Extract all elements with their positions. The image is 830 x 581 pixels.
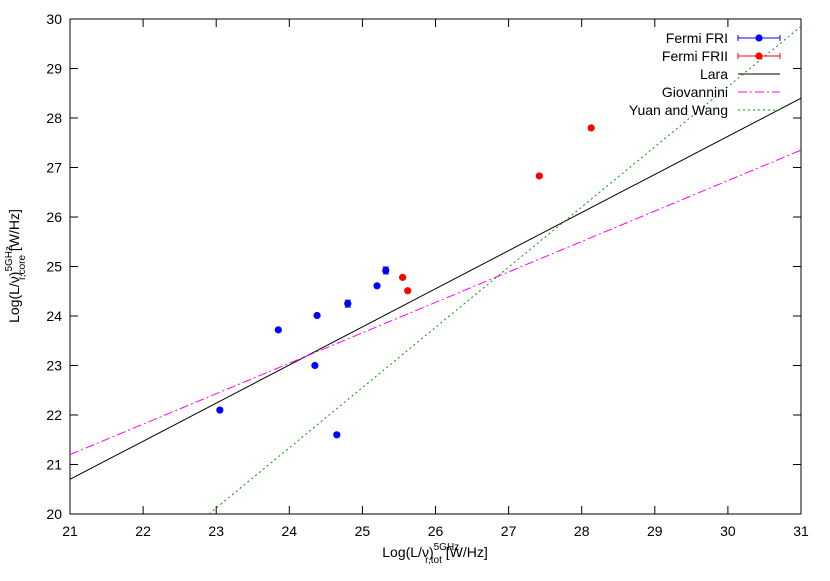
- data-point-series-0: [373, 282, 381, 290]
- data-point-series-1: [399, 273, 407, 281]
- legend-label: Fermi FRI: [666, 30, 728, 46]
- data-point-series-0: [344, 300, 352, 308]
- x-tick-label: 30: [720, 523, 736, 539]
- legend-swatch-marker: [755, 52, 763, 60]
- y-tick-label: 27: [46, 160, 62, 176]
- y-tick-label: 21: [46, 457, 62, 473]
- data-point-series-1: [404, 287, 412, 295]
- x-tick-label: 23: [208, 523, 224, 539]
- model-lines: [70, 26, 801, 514]
- y-tick-label: 25: [46, 259, 62, 275]
- x-tick-label: 29: [647, 523, 663, 539]
- y-tick-label: 20: [46, 506, 62, 522]
- data-point-series-0: [311, 361, 319, 370]
- x-tick-label: 24: [282, 523, 298, 539]
- x-tick-label: 26: [428, 523, 444, 539]
- legend-swatch-marker: [755, 34, 763, 42]
- data-point-series-0: [274, 326, 282, 334]
- x-axis-label: Log(L/ν)5GHz r,tot [W/Hz]: [382, 542, 488, 566]
- data-points: [216, 124, 595, 439]
- data-point-series-1: [535, 172, 543, 180]
- data-point-series-0: [382, 266, 390, 275]
- y-axis-tick-labels: 20 21 22 23 24 25 26 27 28 29 30: [46, 11, 62, 522]
- y-tick-label: 23: [46, 358, 62, 374]
- legend-label: Fermi FRII: [662, 48, 728, 64]
- series-line-3: [70, 149, 801, 456]
- y-tick-label: 22: [46, 407, 62, 423]
- legend-label: Giovannini: [662, 84, 728, 100]
- y-tick-label: 28: [46, 110, 62, 126]
- y-tick-label: 29: [46, 61, 62, 77]
- data-point-series-0: [313, 311, 321, 320]
- x-tick-label: 25: [355, 523, 371, 539]
- x-tick-label: 22: [135, 523, 151, 539]
- x-tick-label: 27: [501, 523, 517, 539]
- y-tick-label: 30: [46, 11, 62, 27]
- x-tick-label: 21: [62, 523, 78, 539]
- y-axis-label: Log(L/ν)5GHz r,core [W/Hz]: [4, 209, 28, 323]
- legend-label: Yuan and Wang: [629, 102, 728, 118]
- data-point-series-0: [216, 406, 224, 414]
- x-tick-label: 31: [793, 523, 809, 539]
- axis-ticks: [69, 18, 802, 515]
- x-tick-label: 28: [574, 523, 590, 539]
- data-point-series-1: [587, 124, 595, 132]
- series-line-2: [70, 97, 801, 480]
- y-tick-label: 24: [46, 308, 62, 324]
- x-axis-tick-labels: 21 22 23 24 25 26 27 28 29 30 31: [62, 523, 809, 539]
- data-point-series-0: [333, 431, 341, 439]
- y-tick-label: 26: [46, 209, 62, 225]
- legend: Fermi FRI Fermi FRII Lara Giovannini Yuan an…: [629, 30, 781, 118]
- legend-label: Lara: [700, 66, 728, 82]
